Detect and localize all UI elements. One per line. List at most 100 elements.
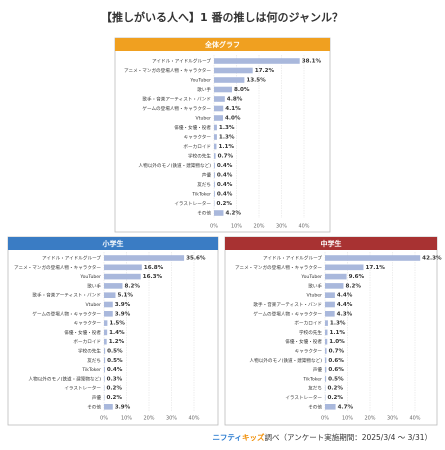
category-label: 声優 [313,366,323,373]
category-label: 声優 [92,394,102,401]
bar [325,264,364,271]
category-label: イラストレーター [64,385,101,392]
category-label: アニメ・マンガの登場人物・キャラクター [14,264,101,271]
value-label: 4.7% [338,404,354,410]
bar [325,320,328,326]
value-label: 1.0% [329,339,345,345]
bar [214,210,224,216]
value-label: 1.3% [219,125,235,131]
value-label: 0.3% [107,376,123,382]
bar [325,376,327,382]
value-label: 17.2% [255,68,275,74]
x-tick-label: 30% [276,224,287,230]
value-label: 0.4% [217,163,233,169]
value-label: 0.4% [217,173,233,179]
bar [104,311,113,317]
value-label: 1.5% [109,321,125,327]
category-label: Vtuber [196,116,212,122]
value-label: 0.4% [217,192,233,198]
x-tick-label: 40% [409,416,420,422]
value-label: 0.4% [107,367,123,373]
value-label: 16.3% [143,274,163,280]
footer: ニフティキッズ調べ（アンケート実施期間：2025/3/4 ～ 3/31） [212,432,432,442]
value-label: 0.2% [216,201,232,207]
category-label: 人物以外のモノ(鉄道・建築物など) [250,357,323,364]
bar [325,329,328,336]
bar [104,320,108,326]
value-label: 1.3% [330,321,346,327]
panel-title: 中学生 [321,239,342,248]
panel-header [8,237,218,250]
value-label: 9.6% [349,274,365,280]
value-label: 5.1% [117,293,133,299]
value-label: 3.9% [115,302,131,308]
value-label: 4.0% [225,116,241,122]
category-label: ゲームの登場人物・キャラクター [253,310,322,317]
bar [214,67,253,74]
category-label: 人物以外のモノ(鉄道・建築物など) [29,375,102,382]
category-label: ボーカロイド [183,143,211,150]
category-label: キャラクター [74,320,102,327]
bar [104,301,113,308]
bar [214,153,216,159]
value-label: 42.3% [422,256,442,262]
category-label: Vtuber [86,302,102,308]
value-label: 3.9% [115,311,131,317]
x-tick-label: 0% [210,224,218,230]
bar [104,273,141,280]
bar [104,264,142,271]
value-label: 1.3% [219,135,235,141]
category-label: 友だち [197,181,211,188]
value-label: 4.4% [337,302,353,308]
category-label: 歌い手 [308,282,322,289]
bar [325,311,335,317]
bar [325,338,328,345]
category-label: 歌手・音楽アーティスト・バンド [142,96,211,103]
x-tick-label: 20% [364,416,375,422]
category-label: ゲームの登場人物・キャラクター [32,310,101,317]
category-label: YouTuber [189,78,211,84]
x-tick-label: 10% [342,416,353,422]
x-tick-label: 0% [321,416,329,422]
x-tick-label: 30% [387,416,398,422]
category-label: イラストレーター [285,394,322,401]
value-label: 1.2% [109,339,125,345]
value-label: 0.6% [328,358,344,364]
category-label: TikToker [191,192,211,198]
value-label: 3.9% [115,404,131,410]
category-label: 友だち [87,357,101,364]
x-tick-label: 0% [100,416,108,422]
bar [104,404,113,410]
panel-header [115,38,330,51]
value-label: 38.1% [302,59,322,65]
page-title: 【推しがいる人へ】1 番の推しは何のジャンル？ [101,10,343,24]
category-label: 俳優・女優・役者 [64,329,101,336]
value-label: 0.7% [218,154,234,160]
bar [325,292,335,298]
category-label: 人物以外のモノ(鉄道・建築物など) [139,162,212,169]
value-label: 35.6% [186,256,206,262]
x-tick-label: 10% [121,416,132,422]
category-label: キャラクター [184,134,212,141]
bar [214,134,217,140]
category-label: 歌手・音楽アーティスト・バンド [32,292,101,299]
category-label: アイドル・アイドルグループ [263,255,322,262]
category-label: その他 [87,403,101,410]
bar [214,181,215,188]
category-label: ボーカロイド [73,338,101,345]
category-label: その他 [197,210,211,217]
bar [214,162,215,169]
value-label: 8.2% [345,283,361,289]
category-label: その他 [308,403,322,410]
bar [104,283,123,289]
value-label: 0.2% [106,386,122,392]
bar [214,77,245,83]
bar [214,124,217,131]
category-label: Vtuber [307,293,323,299]
category-label: YouTuber [300,274,322,280]
footer-brand: ニフティ [212,433,242,442]
category-label: 俳優・女優・役者 [174,124,211,131]
category-label: アニメ・マンガの登場人物・キャラクター [124,67,211,74]
value-label: 0.5% [107,349,123,355]
